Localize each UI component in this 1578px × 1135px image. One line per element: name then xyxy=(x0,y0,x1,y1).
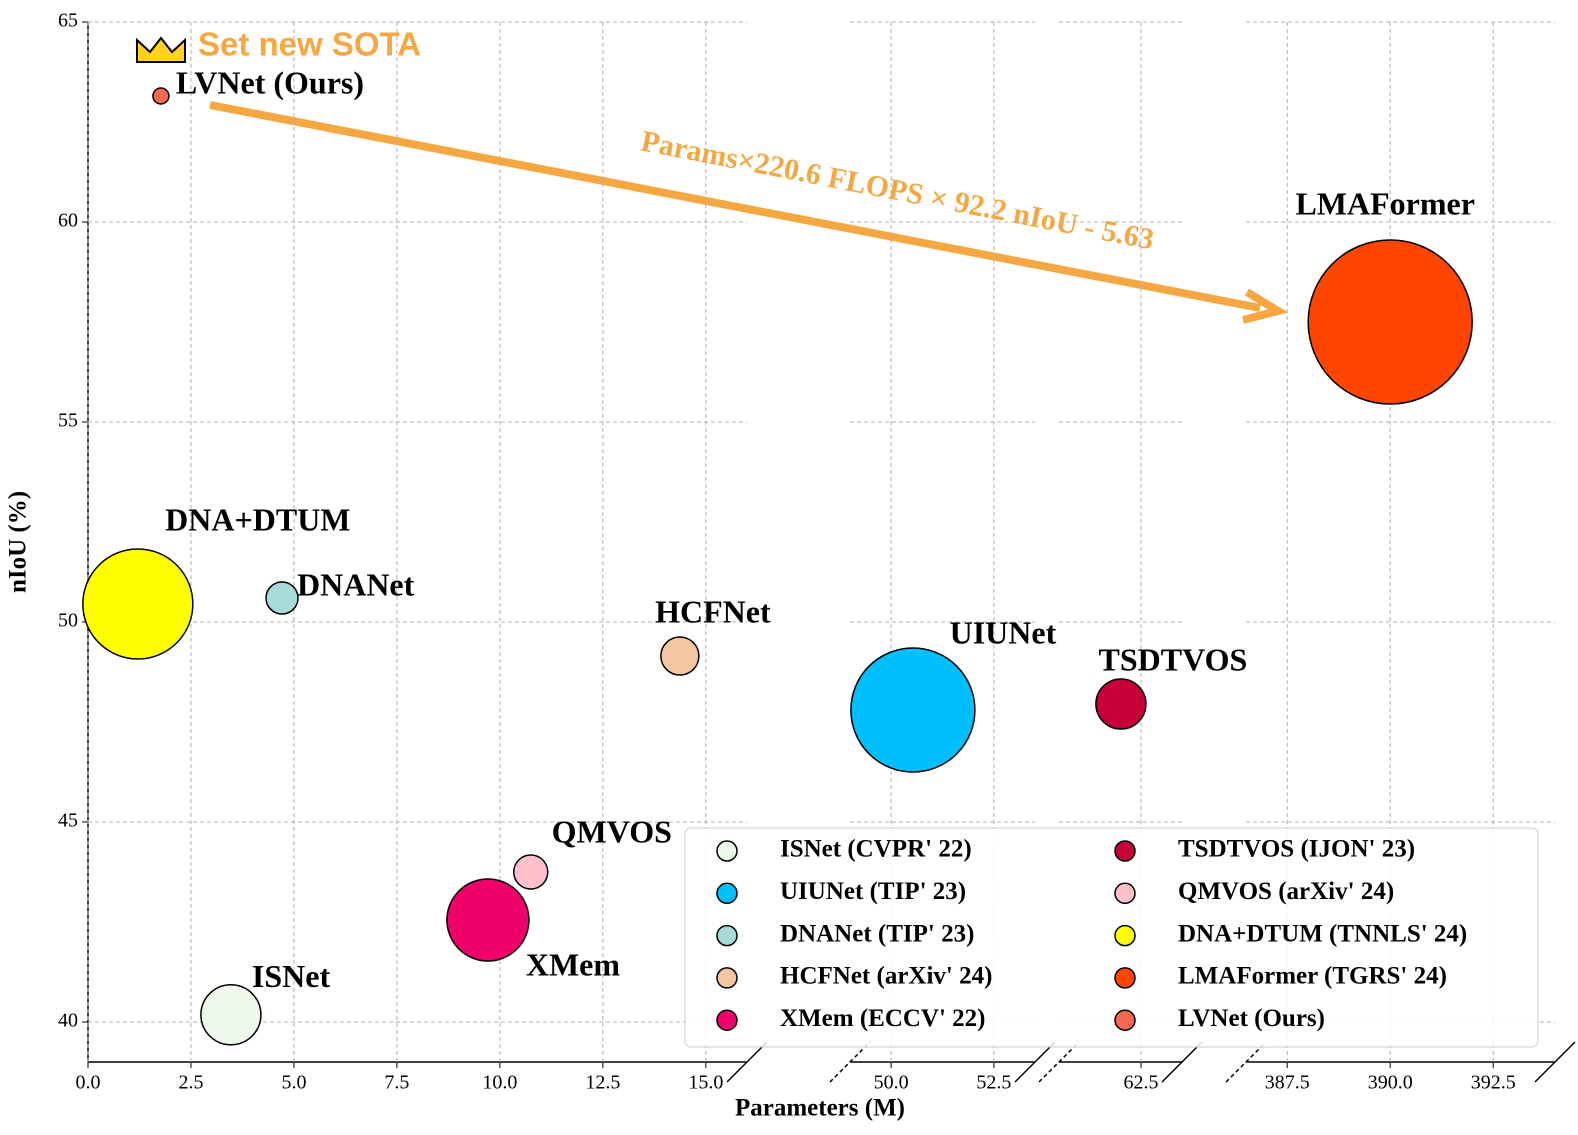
y-tick-label: 65 xyxy=(58,10,78,32)
marks: ISNet UIUNet DNANet HCFNet XMem TSDTVOS QMVOS D… xyxy=(82,64,1475,1046)
bubble xyxy=(850,647,976,773)
bubble xyxy=(513,854,549,890)
x-tick-label: 12.5 xyxy=(585,1072,620,1094)
axis-break xyxy=(1161,1041,1203,1083)
legend-label: XMem (ECCV' 22) xyxy=(780,1005,986,1032)
point-label: UIUNet xyxy=(950,614,1057,650)
point-label: TSDTVOS xyxy=(1099,641,1248,677)
bubble xyxy=(660,636,700,676)
sota-annotation: Set new SOTA xyxy=(198,26,421,63)
y-tick-label: 60 xyxy=(58,210,78,232)
legend-label: QMVOS (arXiv' 24) xyxy=(1178,878,1394,905)
y-tick-label: 55 xyxy=(58,410,78,432)
legend-marker xyxy=(1114,924,1136,947)
y-axis-label: nIoU (%) xyxy=(5,491,32,593)
arrow xyxy=(209,101,1261,312)
point-label: ISNet xyxy=(252,958,331,994)
legend-label: LVNet (Ours) xyxy=(1178,1005,1325,1032)
point-label: DNANet xyxy=(297,566,415,602)
point-label: HCFNet xyxy=(655,593,771,629)
point-label: QMVOS xyxy=(552,813,672,849)
x-tick-label: 0.0 xyxy=(76,1072,101,1094)
x-tick-label: 50.0 xyxy=(874,1072,909,1094)
axis-break xyxy=(726,1041,768,1083)
x-tick-label: 390.0 xyxy=(1368,1072,1413,1094)
y-tick-label: 45 xyxy=(58,810,78,832)
crown-icon xyxy=(136,36,186,63)
axis-break xyxy=(1534,1041,1576,1083)
arrow-head xyxy=(1242,288,1289,324)
legend-label: UIUNet (TIP' 23) xyxy=(780,878,966,905)
legend: ISNet (CVPR' 22) UIUNet (TIP' 23) DNANet (… xyxy=(684,827,1539,1048)
x-tick-label: 2.5 xyxy=(178,1072,203,1094)
x-tick-label: 62.5 xyxy=(1124,1072,1159,1094)
legend-label: HCFNet (arXiv' 24) xyxy=(780,963,992,990)
x-tick-label: 15.0 xyxy=(688,1072,723,1094)
x-tick-label: 387.5 xyxy=(1265,1072,1310,1094)
legend-label: TSDTVOS (IJON' 23) xyxy=(1178,836,1415,863)
y-tick-label: 50 xyxy=(58,610,78,632)
bubble xyxy=(446,878,530,962)
x-tick-label: 7.5 xyxy=(384,1072,409,1094)
legend-marker xyxy=(1114,882,1136,905)
bubble xyxy=(265,581,299,615)
x-tick-label: 5.0 xyxy=(281,1072,306,1094)
legend-marker xyxy=(716,840,738,862)
x-tick-label: 52.5 xyxy=(976,1072,1011,1094)
y-tick-label: 40 xyxy=(58,1010,78,1032)
legend-label: DNA+DTUM (TNNLS' 24) xyxy=(1178,920,1467,947)
x-tick-label: 10.0 xyxy=(482,1072,517,1094)
bubble xyxy=(1095,678,1147,730)
bubble xyxy=(1307,239,1473,405)
legend-marker xyxy=(1114,967,1136,989)
legend-marker xyxy=(1114,840,1136,862)
point-label: XMem xyxy=(526,946,621,982)
axis-break xyxy=(829,1041,871,1083)
legend-marker xyxy=(1114,1009,1136,1031)
legend-label: DNANet (TIP' 23) xyxy=(780,920,974,947)
bubble xyxy=(152,87,170,105)
legend-box xyxy=(684,827,1539,1048)
legend-marker xyxy=(716,967,738,989)
point-label: LVNet (Ours) xyxy=(176,64,364,100)
point-label: LMAFormer xyxy=(1295,185,1474,221)
axis-break xyxy=(1014,1041,1056,1083)
x-tick-label: 392.5 xyxy=(1471,1072,1516,1094)
x-axis-label: Parameters (M) xyxy=(735,1095,905,1122)
legend-label: ISNet (CVPR' 22) xyxy=(780,836,972,863)
legend-marker xyxy=(716,1009,738,1031)
legend-marker xyxy=(716,882,738,905)
legend-marker xyxy=(716,924,738,947)
axis-break xyxy=(1225,1041,1267,1083)
point-label: DNA+DTUM xyxy=(165,501,350,537)
grid: 40 45 50 55 60 65 0.0 2.5 5.0 7.5 10.0 12.5 15.0 50.0… xyxy=(58,10,1576,1094)
axis-break xyxy=(1038,1041,1080,1083)
bubble xyxy=(200,984,262,1046)
legend-label: LMAFormer (TGRS' 24) xyxy=(1178,963,1447,990)
bubble xyxy=(82,548,194,660)
